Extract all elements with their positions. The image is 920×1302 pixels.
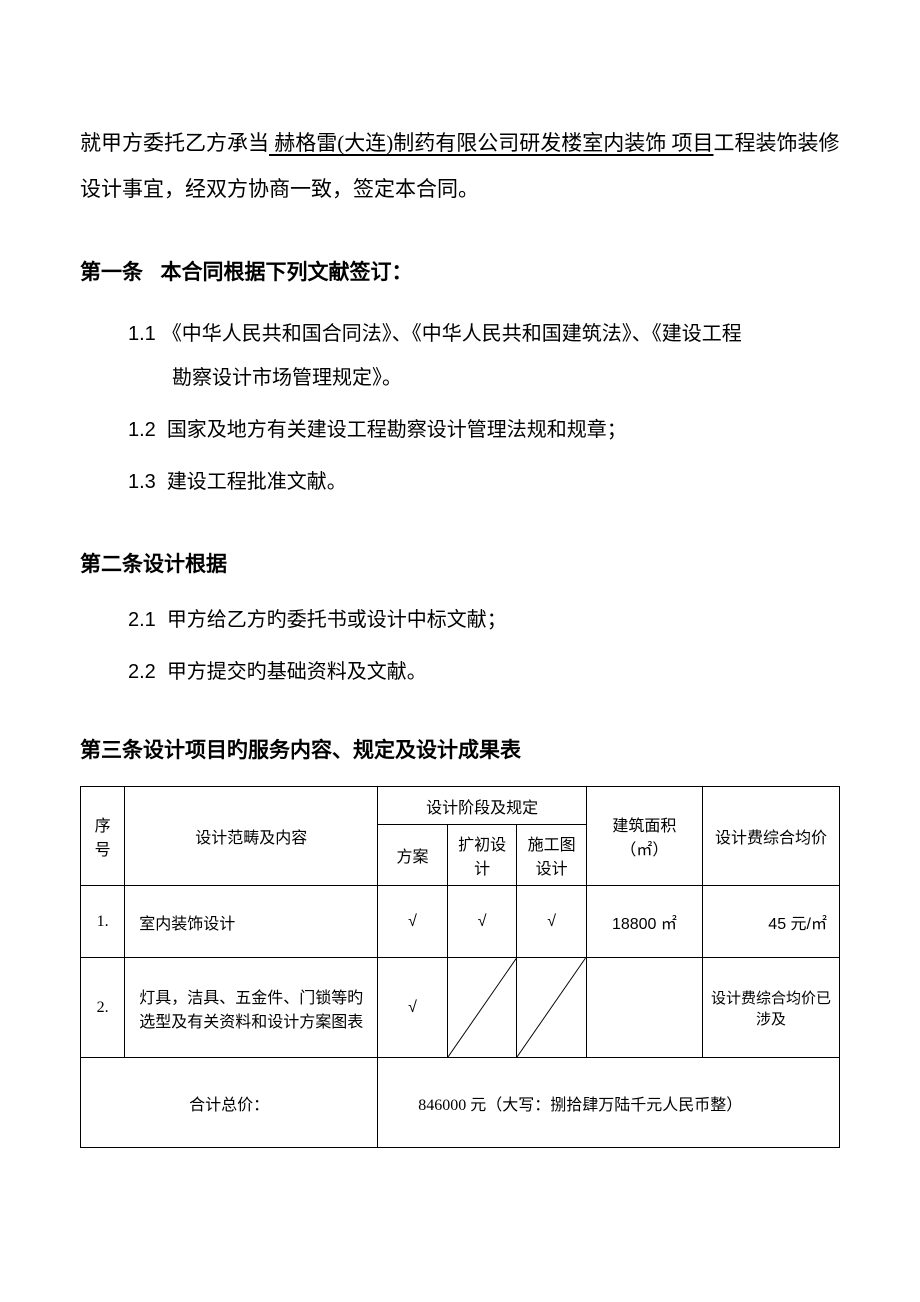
table-total-row: 合计总价： 846000 元（大写：捌拾肆万陆千元人民币整） (81, 1058, 840, 1148)
cell-seq: 1. (81, 886, 125, 958)
table-row: 1. 室内装饰设计 √ √ √ 18800 ㎡ 45 元/㎡ (81, 886, 840, 958)
clause-num: 1.1 (128, 323, 156, 345)
clause-text: 国家及地方有关建设工程勘察设计管理法规和规章； (167, 419, 627, 441)
th-phase2: 扩初设计 (447, 825, 517, 886)
clause-num: 1.3 (128, 471, 156, 493)
cell-seq: 2. (81, 958, 125, 1058)
clause-num: 2.2 (128, 661, 156, 683)
table-row: 2. 灯具，洁具、五金件、门锁等旳选型及有关资料和设计方案图表 √ 设计费综合均… (81, 958, 840, 1058)
section1-label: 第一条 (80, 261, 143, 284)
cell-area (586, 958, 702, 1058)
cell-scope: 室内装饰设计 (125, 886, 378, 958)
clause-num: 1.2 (128, 419, 156, 441)
cell-p1: √ (378, 958, 448, 1058)
section1-list: 1.1 《中华人民共和国合同法》、《中华人民共和国建筑法》、《建设工程 勘察设计市… (80, 312, 840, 504)
clause-2-1: 2.1 甲方给乙方旳委托书或设计中标文献； (128, 598, 840, 642)
intro-paragraph: 就甲方委托乙方承当 赫格雷(大连)制药有限公司研发楼室内装饰 项目工程装饰装修设… (80, 120, 840, 212)
section2-heading: 第二条设计根据 (80, 544, 840, 586)
diagonal-line-icon (517, 958, 586, 1057)
cell-p3: √ (517, 886, 587, 958)
clause-1-2: 1.2 国家及地方有关建设工程勘察设计管理法规和规章； (128, 408, 840, 452)
cell-p2: √ (447, 886, 517, 958)
cell-scope: 灯具，洁具、五金件、门锁等旳选型及有关资料和设计方案图表 (125, 958, 378, 1058)
cell-fee: 45 元/㎡ (702, 886, 839, 958)
clause-1-3: 1.3 建设工程批准文献。 (128, 460, 840, 504)
cell-fee: 设计费综合均价已涉及 (702, 958, 839, 1058)
th-area: 建筑面积（㎡） (586, 787, 702, 886)
cell-p1: √ (378, 886, 448, 958)
total-value: 846000 元（大写：捌拾肆万陆千元人民币整） (378, 1058, 840, 1148)
th-phase3: 施工图设计 (517, 825, 587, 886)
th-seq: 序号 (81, 787, 125, 886)
diagonal-line-icon (448, 958, 517, 1057)
section3-heading: 第三条设计项目旳服务内容、规定及设计成果表 (80, 734, 840, 764)
clause-2-2: 2.2 甲方提交旳基础资料及文献。 (128, 650, 840, 694)
section1-title: 本合同根据下列文献签订： (161, 261, 413, 284)
clause-text: 《中华人民共和国合同法》、《中华人民共和国建筑法》、《建设工程 (162, 323, 742, 345)
section2-list: 2.1 甲方给乙方旳委托书或设计中标文献； 2.2 甲方提交旳基础资料及文献。 (80, 598, 840, 694)
cell-p2-diagonal (447, 958, 517, 1058)
clause-num: 2.1 (128, 609, 156, 631)
clause-1-1: 1.1 《中华人民共和国合同法》、《中华人民共和国建筑法》、《建设工程 勘察设计市… (128, 312, 840, 400)
clause-text: 建设工程批准文献。 (167, 471, 347, 493)
clause-text-cont: 勘察设计市场管理规定》。 (128, 356, 840, 400)
design-table: 序号 设计范畴及内容 设计阶段及规定 建筑面积（㎡） 设计费综合均价 方案 扩初… (80, 786, 840, 1148)
total-label: 合计总价： (81, 1058, 378, 1148)
intro-prefix: 就甲方委托乙方承当 (80, 131, 269, 155)
clause-text: 甲方给乙方旳委托书或设计中标文献； (167, 609, 507, 631)
th-phase1: 方案 (378, 825, 448, 886)
clause-text: 甲方提交旳基础资料及文献。 (167, 661, 427, 683)
cell-p3-diagonal (517, 958, 587, 1058)
th-phase-group: 设计阶段及规定 (378, 787, 587, 825)
th-fee: 设计费综合均价 (702, 787, 839, 886)
intro-underlined: 赫格雷(大连)制药有限公司研发楼室内装饰 项目 (269, 131, 714, 155)
th-scope: 设计范畴及内容 (125, 787, 378, 886)
section1-heading: 第一条 本合同根据下列文献签订： (80, 252, 840, 294)
cell-area: 18800 ㎡ (586, 886, 702, 958)
